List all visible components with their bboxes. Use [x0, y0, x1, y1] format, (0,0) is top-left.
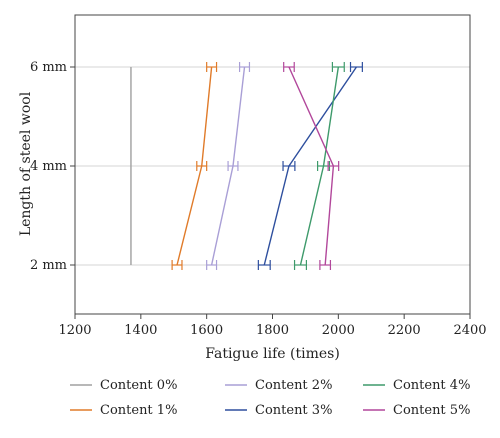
legend-item-1: Content 1% — [70, 403, 177, 418]
x-tick-label: 2200 — [388, 323, 421, 338]
error-bar — [283, 62, 295, 72]
x-tick-label: 1400 — [124, 323, 157, 338]
series-group — [130, 62, 363, 270]
error-bar — [206, 62, 218, 72]
legend-item-5: Content 5% — [363, 403, 470, 418]
x-axis-label: Fatigue life (times) — [205, 346, 340, 362]
plot-frame — [74, 14, 471, 315]
legend-label: Content 4% — [393, 378, 470, 393]
error-bar — [206, 260, 218, 270]
x-tick-label: 2400 — [453, 323, 486, 338]
legend-label: Content 1% — [100, 403, 177, 418]
y-tick-label: 2 mm — [30, 258, 67, 273]
error-bar — [257, 260, 271, 270]
y-tick-label: 4 mm — [30, 159, 67, 174]
legend-item-2: Content 2% — [225, 378, 332, 393]
error-bar — [227, 161, 239, 171]
x-tick-label: 2000 — [322, 323, 355, 338]
error-bar — [238, 62, 251, 72]
x-tick-label: 1200 — [58, 323, 91, 338]
error-bar — [327, 161, 340, 171]
legend-label: Content 0% — [100, 378, 177, 393]
series-5 — [283, 62, 340, 270]
error-bar — [331, 62, 345, 72]
series-1 — [171, 62, 218, 270]
legend-item-0: Content 0% — [70, 378, 177, 393]
x-tick-label: 1800 — [256, 323, 289, 338]
legend-label: Content 3% — [255, 403, 332, 418]
legend: Content 0% Content 1% Content 2% Content 3%… — [70, 378, 470, 418]
y-tick-label: 6 mm — [30, 60, 67, 75]
x-axis: 1200 1400 1600 1800 2000 2200 2400 — [58, 314, 487, 338]
legend-item-4: Content 4% — [363, 378, 470, 393]
error-bar — [171, 260, 183, 270]
error-bar — [349, 62, 363, 72]
grid — [75, 66, 470, 266]
y-axis: 2 mm 4 mm 6 mm — [30, 60, 75, 273]
error-bar — [319, 260, 332, 270]
x-tick-label: 1600 — [190, 323, 223, 338]
legend-item-3: Content 3% — [225, 403, 332, 418]
legend-label: Content 2% — [255, 378, 332, 393]
error-bar — [282, 161, 296, 171]
series-2 — [206, 62, 251, 270]
y-axis-label: Length of steel wool — [18, 91, 34, 236]
error-bar — [196, 161, 208, 171]
error-bar — [293, 260, 308, 270]
legend-label: Content 5% — [393, 403, 470, 418]
